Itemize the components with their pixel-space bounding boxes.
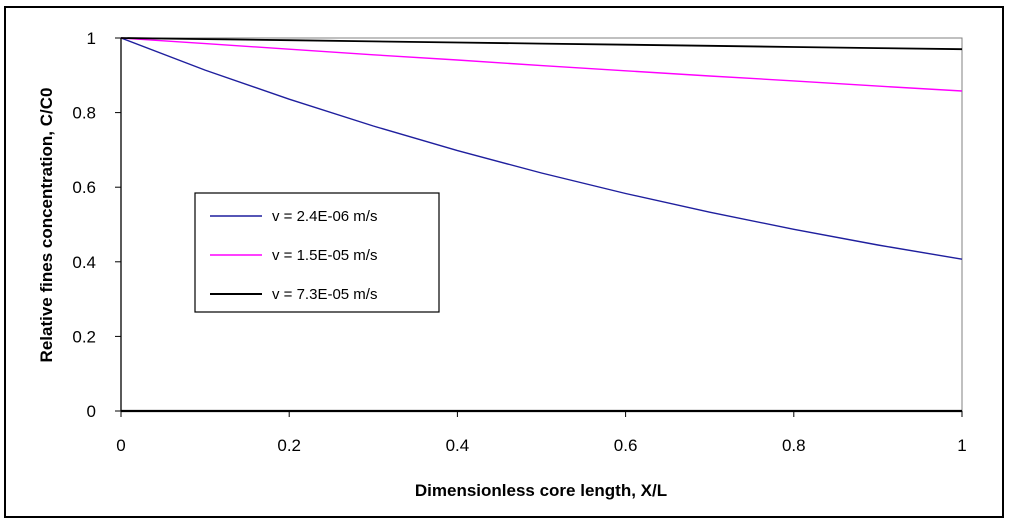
x-tick-label: 0 bbox=[116, 436, 125, 455]
y-tick-label: 0.8 bbox=[72, 104, 96, 123]
chart-frame bbox=[4, 6, 1004, 518]
plot-area bbox=[120, 37, 963, 413]
x-axis-label: Dimensionless core length, X/L bbox=[415, 481, 667, 500]
x-tick-label: 0.8 bbox=[782, 436, 806, 455]
x-tick-label: 0.6 bbox=[614, 436, 638, 455]
y-axis-label: Relative fines concentration, C/C0 bbox=[37, 88, 56, 363]
y-tick-label: 1 bbox=[87, 29, 96, 48]
legend: v = 2.4E-06 m/s v = 1.5E-05 m/s v = 7.3E-0… bbox=[194, 192, 440, 313]
series-line-1 bbox=[120, 37, 963, 260]
x-tick-label: 0.4 bbox=[446, 436, 470, 455]
x-tick-label: 0.2 bbox=[277, 436, 301, 455]
legend-label: v = 1.5E-05 m/s bbox=[272, 247, 377, 264]
y-tick-label: 0.6 bbox=[72, 178, 96, 197]
y-tick-label: 0.2 bbox=[72, 327, 96, 346]
legend-label: v = 7.3E-05 m/s bbox=[272, 286, 377, 303]
legend-box bbox=[194, 192, 440, 313]
series-layer bbox=[120, 37, 963, 260]
x-tick-label: 1 bbox=[957, 436, 966, 455]
series-line-2 bbox=[120, 37, 963, 92]
legend-label: v = 2.4E-06 m/s bbox=[272, 208, 377, 225]
series-line-3 bbox=[120, 37, 963, 51]
ticks-layer: 0 0.2 0.4 0.6 0.8 1 0 0.2 0.4 0.6 0.8 1 bbox=[72, 29, 966, 455]
y-tick-label: 0.4 bbox=[72, 253, 96, 272]
y-tick-label: 0 bbox=[87, 402, 96, 421]
